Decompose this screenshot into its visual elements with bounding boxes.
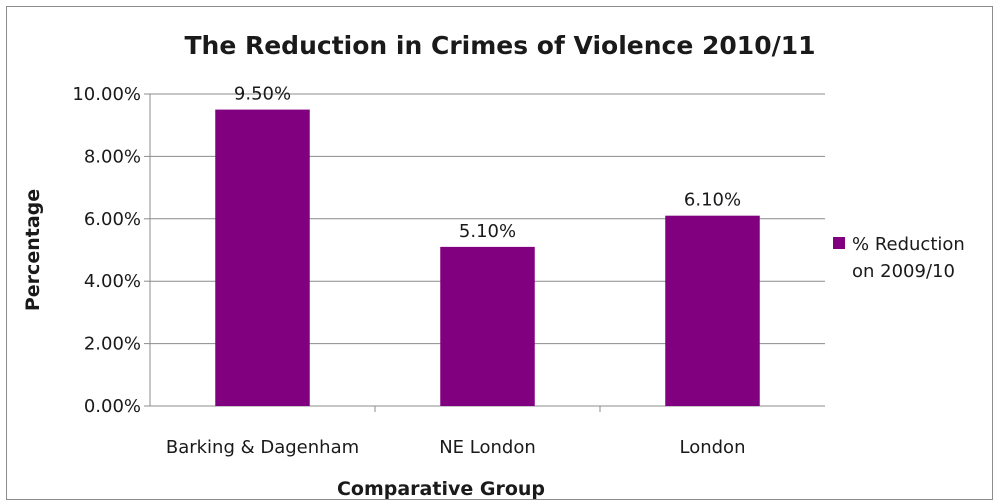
x-tick-label: Barking & Dagenham [166,437,359,458]
data-label: 9.50% [234,84,291,105]
x-tick-label: London [680,437,746,458]
data-labels: 9.50% 5.10% 6.10% [234,84,741,242]
legend: % Reduction on 2009/10 [833,234,965,282]
y-axis-label: Percentage [22,189,44,311]
legend-label: on 2009/10 [852,261,955,282]
data-label: 5.10% [459,221,516,242]
y-tick-label: 2.00% [84,334,141,355]
legend-swatch [833,237,845,249]
bar [215,109,310,406]
y-tick-label: 8.00% [84,146,141,167]
chart-title: The Reduction in Crimes of Violence 2010… [184,31,815,60]
x-axis-label: Comparative Group [337,478,545,500]
y-axis-ticks: 0.00% 2.00% 4.00% 6.00% 8.00% 10.00% [72,84,141,417]
y-tick-label: 0.00% [84,396,141,417]
x-tick-label: NE London [439,437,536,458]
category-labels: Barking & Dagenham NE London London [166,437,746,458]
bars [215,109,760,406]
y-tick-label: 10.00% [72,84,141,105]
legend-label: % Reduction [852,234,965,255]
y-tick-label: 6.00% [84,209,141,230]
y-tick-label: 4.00% [84,271,141,292]
bar [665,215,760,406]
bar [440,246,535,406]
data-label: 6.10% [684,190,741,211]
